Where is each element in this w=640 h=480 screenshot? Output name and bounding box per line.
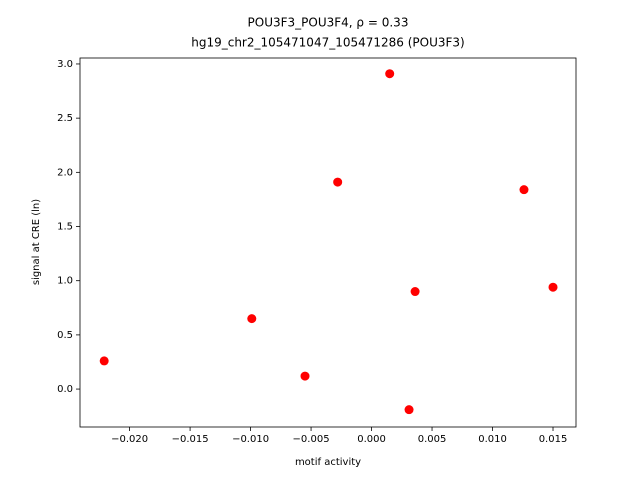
y-axis-label: signal at CRE (ln) bbox=[31, 199, 42, 285]
plot-frame bbox=[79, 57, 577, 428]
point bbox=[519, 185, 529, 195]
point bbox=[333, 177, 343, 187]
point bbox=[404, 405, 414, 415]
y-tick-label: 1.5 bbox=[57, 222, 73, 233]
y-tick-label: 1.0 bbox=[57, 276, 73, 287]
point bbox=[410, 287, 420, 297]
x-tick-label: −0.015 bbox=[172, 434, 209, 445]
x-tick-label: 0.005 bbox=[418, 434, 447, 445]
y-tick-label: 2.5 bbox=[57, 113, 73, 124]
x-tick-label: −0.005 bbox=[293, 434, 330, 445]
point bbox=[385, 69, 395, 79]
y-tick-label: 2.0 bbox=[57, 167, 73, 178]
point bbox=[300, 371, 310, 381]
y-tick-label: 3.0 bbox=[57, 59, 73, 70]
x-tick-label: 0.015 bbox=[539, 434, 568, 445]
y-tick-label: 0.5 bbox=[57, 330, 73, 341]
point bbox=[99, 356, 109, 366]
x-tick-label: 0.000 bbox=[357, 434, 386, 445]
y-tick-label: 0.0 bbox=[57, 384, 73, 395]
x-axis-label: motif activity bbox=[295, 457, 361, 468]
x-tick-label: −0.010 bbox=[232, 434, 269, 445]
point bbox=[247, 314, 257, 324]
x-tick-label: 0.010 bbox=[478, 434, 507, 445]
point bbox=[548, 282, 558, 292]
chart-subtitle: hg19_chr2_105471047_105471286 (POU3F3) bbox=[191, 36, 465, 50]
x-tick-label: −0.020 bbox=[111, 434, 148, 445]
chart-title: POU3F3_POU3F4, ρ = 0.33 bbox=[248, 16, 409, 30]
